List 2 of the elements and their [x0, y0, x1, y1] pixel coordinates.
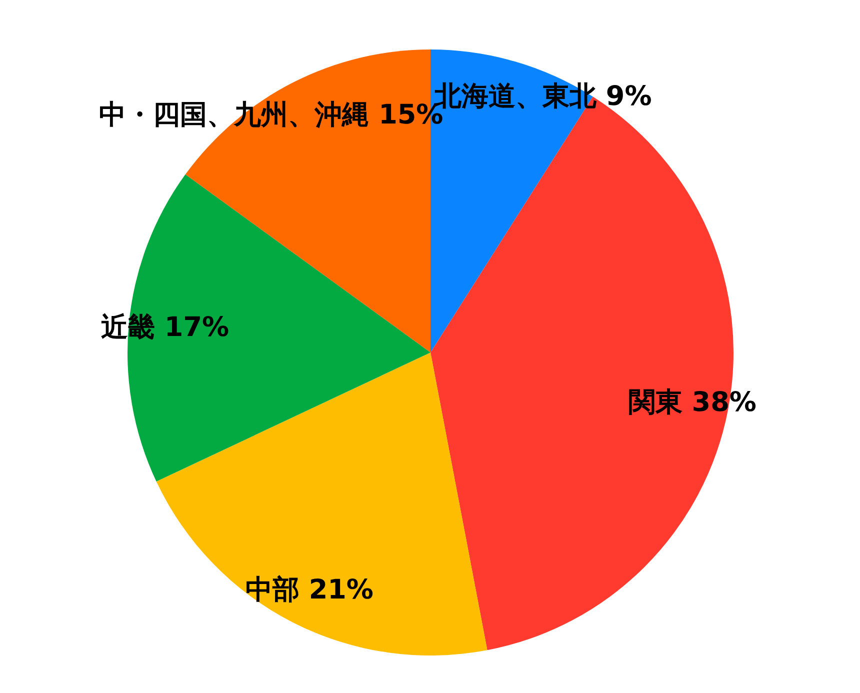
slice-label: 近畿 17% — [101, 312, 230, 343]
slice-label: 中部 21% — [245, 574, 374, 606]
